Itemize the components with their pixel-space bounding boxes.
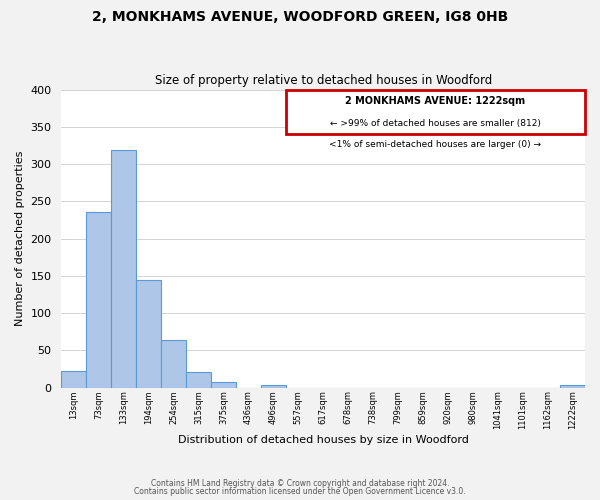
Text: 2 MONKHAMS AVENUE: 1222sqm: 2 MONKHAMS AVENUE: 1222sqm	[346, 96, 526, 106]
Text: Contains HM Land Registry data © Crown copyright and database right 2024.: Contains HM Land Registry data © Crown c…	[151, 478, 449, 488]
Bar	[111, 150, 136, 388]
Title: Size of property relative to detached houses in Woodford: Size of property relative to detached ho…	[155, 74, 492, 87]
Bar	[86, 212, 111, 388]
Text: ← >99% of detached houses are smaller (812): ← >99% of detached houses are smaller (8…	[330, 120, 541, 128]
Bar	[211, 382, 236, 388]
X-axis label: Distribution of detached houses by size in Woodford: Distribution of detached houses by size …	[178, 435, 469, 445]
Bar	[261, 384, 286, 388]
Y-axis label: Number of detached properties: Number of detached properties	[15, 151, 25, 326]
Text: <1% of semi-detached houses are larger (0) →: <1% of semi-detached houses are larger (…	[329, 140, 541, 149]
Bar	[560, 386, 585, 388]
Text: Contains public sector information licensed under the Open Government Licence v3: Contains public sector information licen…	[134, 487, 466, 496]
Bar	[286, 90, 585, 134]
Bar	[61, 372, 86, 388]
Bar	[186, 372, 211, 388]
Text: 2, MONKHAMS AVENUE, WOODFORD GREEN, IG8 0HB: 2, MONKHAMS AVENUE, WOODFORD GREEN, IG8 …	[92, 10, 508, 24]
Bar	[136, 280, 161, 388]
Bar	[161, 340, 186, 388]
